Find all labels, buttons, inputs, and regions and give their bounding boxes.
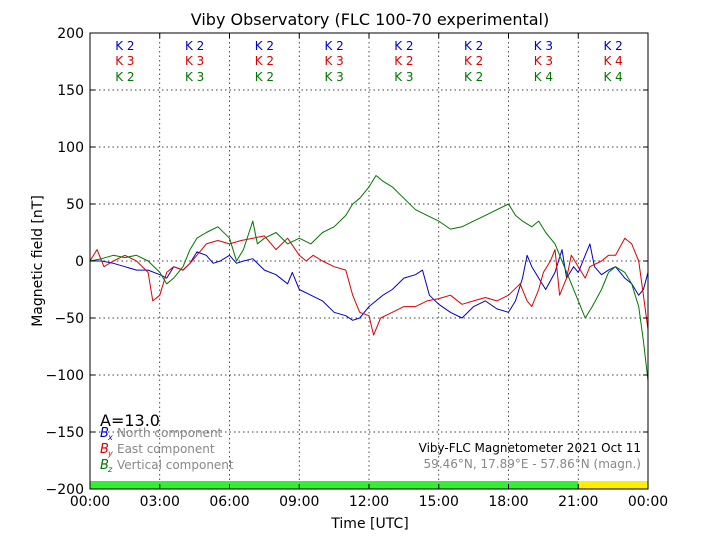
x-axis-label: Time [UTC]	[330, 516, 408, 532]
k-index-east: K 2	[255, 54, 274, 68]
series-lines	[89, 175, 649, 381]
axis-ticks: 00:00 03:00 06:00 09:00 12:00 15:00 18:00 21:00…	[46, 26, 669, 510]
x-tick-label: 03:00	[140, 494, 180, 510]
k-index-vertical: K 3	[394, 70, 413, 84]
k-index-north: K 2	[185, 39, 204, 53]
x-tick-label: 12:00	[349, 494, 389, 510]
y-tick-label: 200	[57, 26, 84, 42]
k-index-north: K 2	[394, 39, 413, 53]
y-tick-label: 150	[57, 83, 84, 99]
x-tick-label: 09:00	[279, 494, 319, 510]
grid	[90, 33, 648, 489]
k-index-north: K 3	[534, 39, 553, 53]
legend-subscript: z	[107, 465, 113, 474]
legend-label: North component	[117, 426, 223, 440]
legend-subscript: x	[107, 433, 113, 442]
x-tick-label: 18:00	[488, 494, 528, 510]
k-index-vertical: K 2	[255, 70, 274, 84]
k-index-vertical: K 4	[534, 70, 553, 84]
series-line-east	[89, 235, 649, 336]
k-index-north: K 2	[464, 39, 483, 53]
x-tick-label: 00:00	[628, 494, 668, 510]
status-bar-segment	[578, 481, 648, 489]
y-tick-label: −100	[46, 368, 84, 384]
legend-symbol: B	[100, 442, 109, 457]
k-index-east: K 3	[115, 54, 134, 68]
legend-label: Vertical component	[117, 458, 234, 472]
k-index-vertical: K 3	[324, 70, 343, 84]
legend-subscript: y	[107, 449, 113, 458]
k-index-east: K 3	[534, 54, 553, 68]
k-index-north: K 2	[603, 39, 622, 53]
info-line-2: 59.46°N, 17.89°E - 57.86°N (magn.)	[424, 457, 641, 471]
y-tick-label: −200	[46, 482, 84, 498]
k-index-vertical: K 3	[185, 70, 204, 84]
k-index-east: K 2	[394, 54, 413, 68]
y-tick-label: 50	[66, 197, 84, 213]
x-tick-label: 06:00	[209, 494, 249, 510]
k-index-east: K 2	[464, 54, 483, 68]
y-tick-label: −50	[54, 311, 84, 327]
series-line-vertical	[89, 175, 649, 381]
series-line-north	[90, 243, 649, 321]
legend-symbol: B	[100, 426, 109, 441]
k-index-vertical: K 2	[464, 70, 483, 84]
k-index-east: K 3	[324, 54, 343, 68]
y-tick-label: 0	[75, 254, 84, 270]
k-index-north: K 2	[115, 39, 134, 53]
k-index-north: K 2	[255, 39, 274, 53]
x-tick-label: 15:00	[419, 494, 459, 510]
legend-symbol: B	[100, 458, 109, 473]
status-bar-segment	[90, 481, 579, 489]
y-axis-label: Magnetic field [nT]	[30, 195, 46, 327]
legend-label: East component	[117, 442, 215, 456]
y-tick-label: −150	[46, 425, 84, 441]
y-tick-label: 100	[57, 140, 84, 156]
k-index-east: K 3	[185, 54, 204, 68]
chart-title: Viby Observatory (FLC 100-70 experimenta…	[191, 10, 550, 29]
x-tick-label: 00:00	[70, 494, 110, 510]
k-index-east: K 4	[603, 54, 622, 68]
k-index-north: K 2	[324, 39, 343, 53]
a-index-label: A=13.0	[100, 411, 160, 430]
k-index-vertical: K 4	[603, 70, 622, 84]
info-line-1: Viby-FLC Magnetometer 2021 Oct 11	[419, 441, 641, 455]
k-index-vertical: K 2	[115, 70, 134, 84]
status-bar	[90, 481, 648, 489]
x-tick-label: 21:00	[558, 494, 598, 510]
